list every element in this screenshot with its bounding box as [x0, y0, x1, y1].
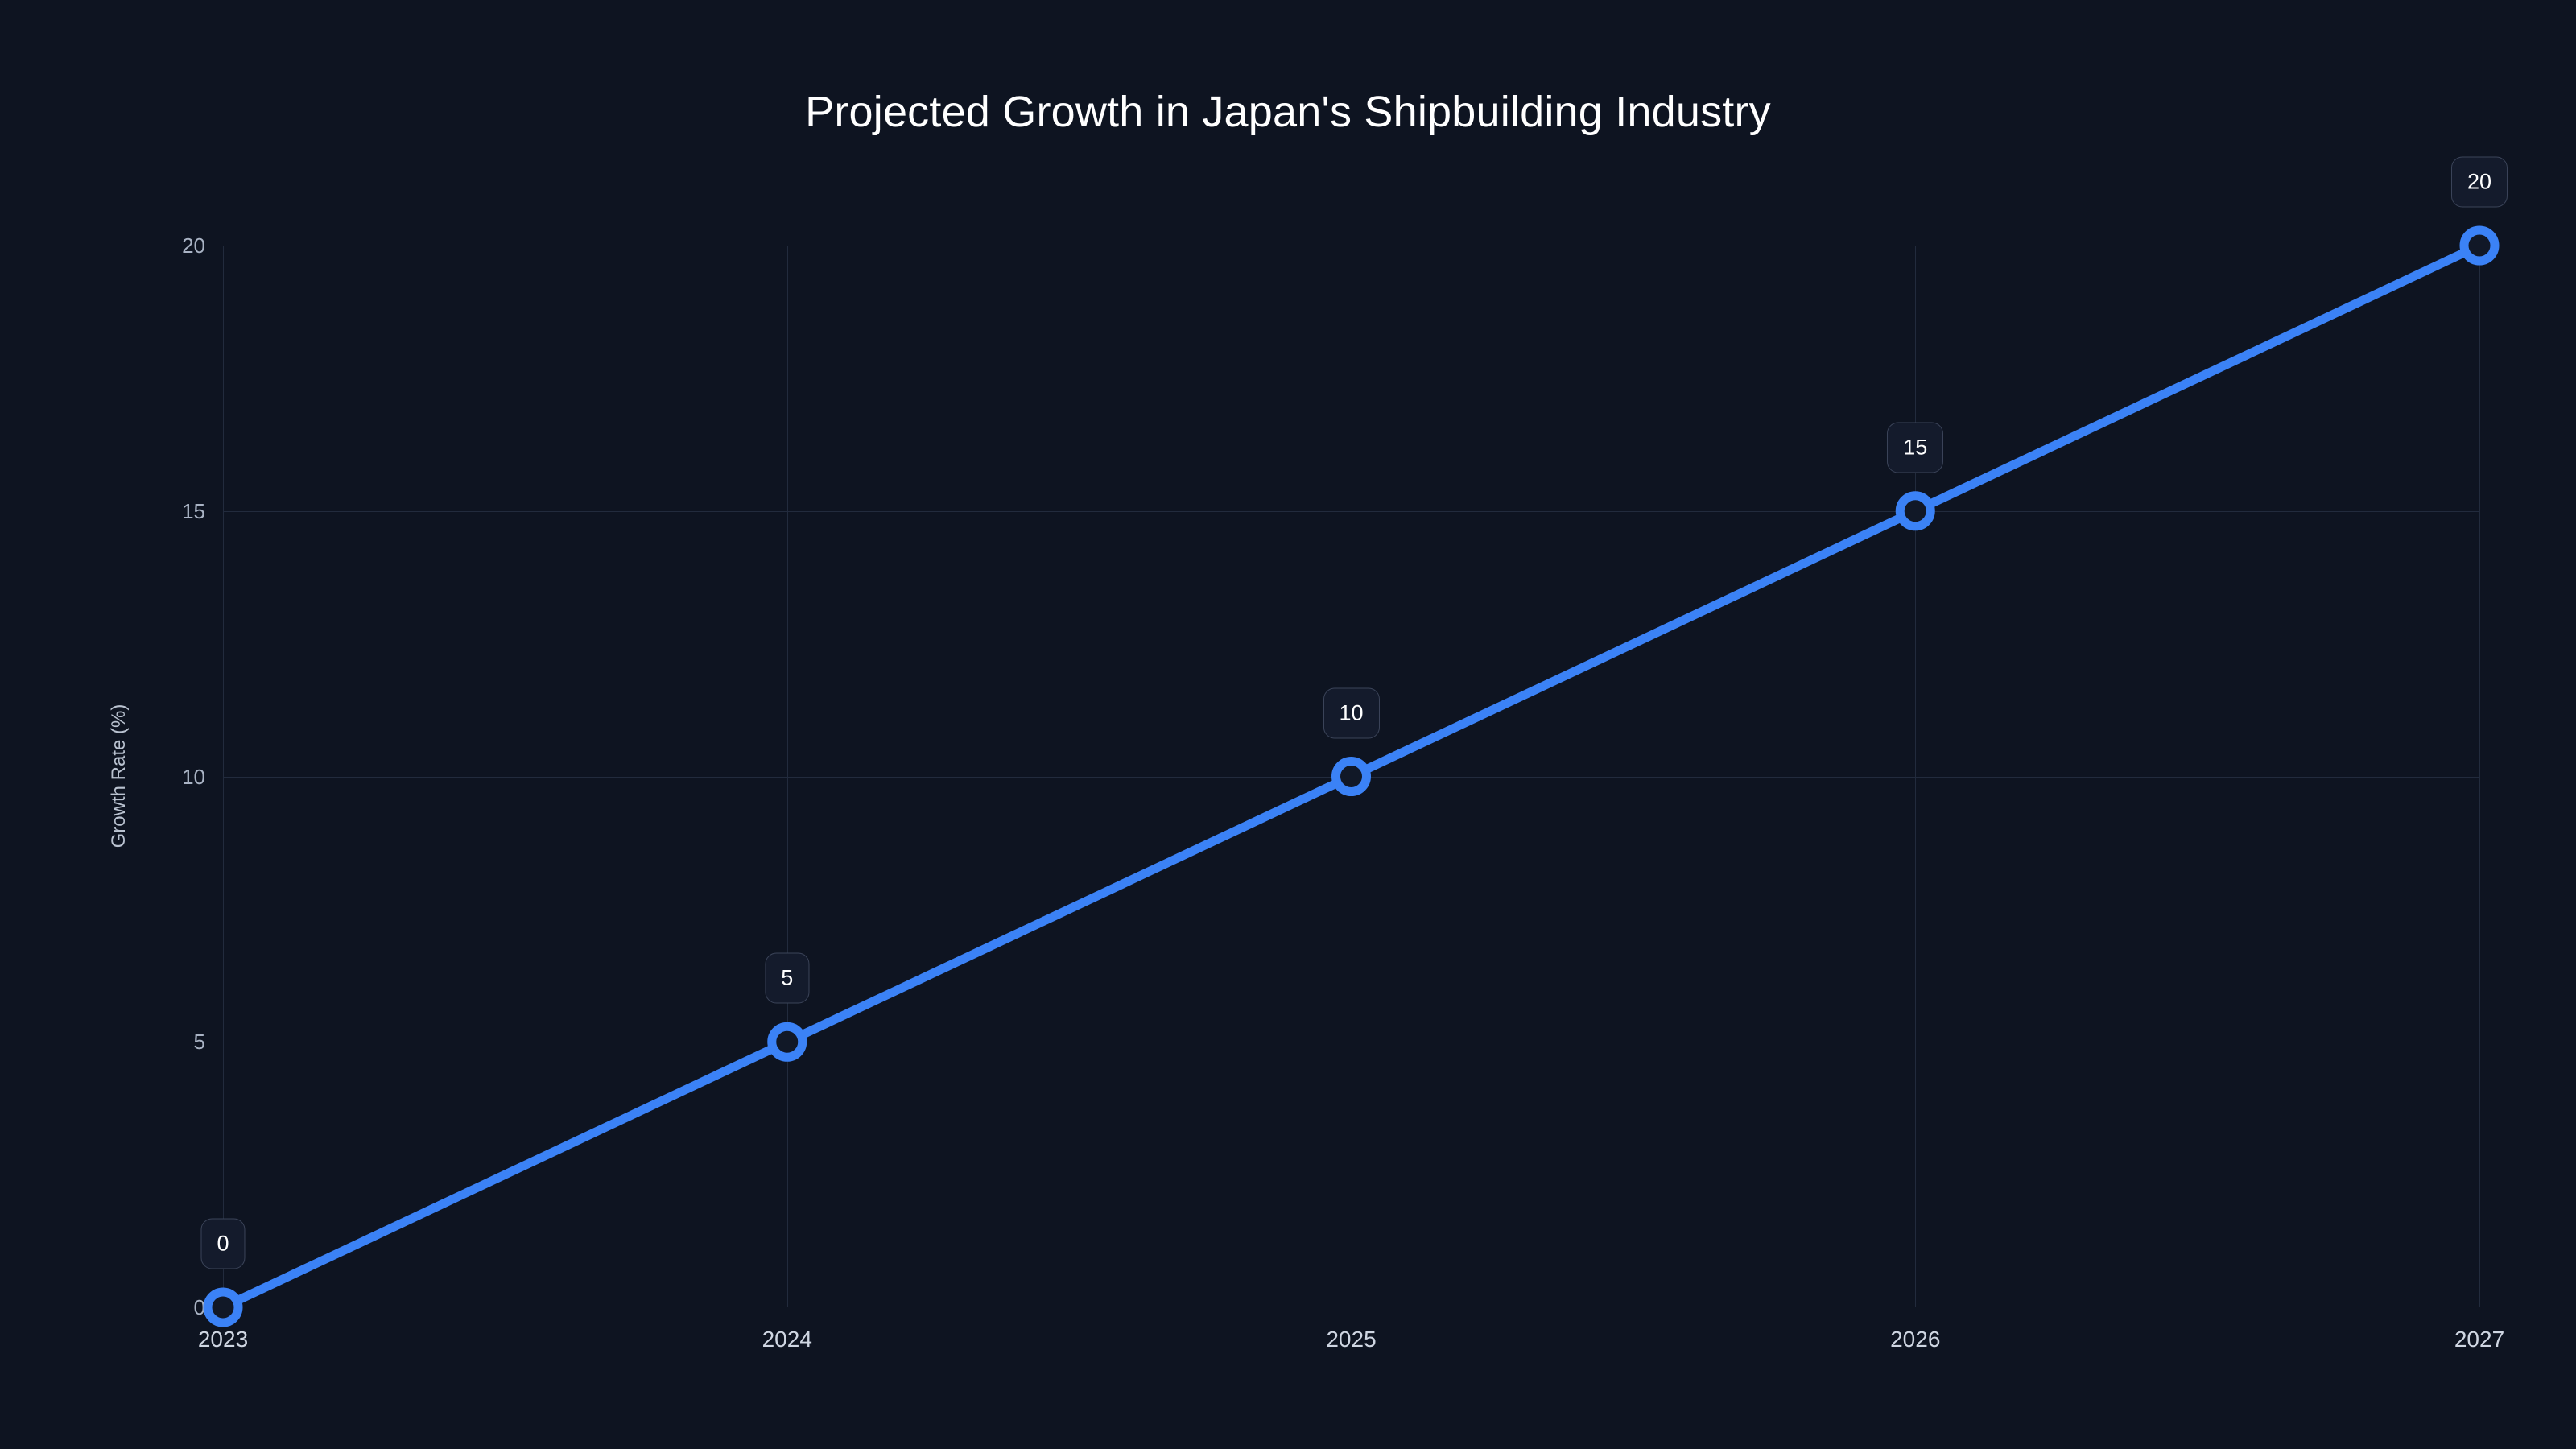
- gridline-x-2027: [2479, 246, 2480, 1307]
- x-tick-label-2023: 2023: [197, 1327, 249, 1352]
- x-tick-label-2027: 2027: [2454, 1327, 2505, 1352]
- x-tick-label-2025: 2025: [1326, 1327, 1377, 1352]
- y-tick-label-5: 5: [193, 1030, 205, 1054]
- gridline-x-2023: [223, 246, 224, 1307]
- x-tick-label-2024: 2024: [762, 1327, 812, 1352]
- plot-area: [223, 246, 2480, 1307]
- data-label-2026: 15: [1887, 422, 1944, 473]
- y-tick-label-10: 10: [182, 765, 205, 789]
- y-tick-label-20: 20: [182, 233, 205, 258]
- gridline-x-2024: [786, 246, 788, 1307]
- data-label-2025: 10: [1323, 687, 1380, 738]
- data-label-2024: 5: [765, 952, 810, 1004]
- gridline-x-2026: [1915, 246, 1917, 1307]
- data-label-2027: 20: [2450, 156, 2508, 208]
- data-label-2023: 0: [200, 1218, 246, 1269]
- y-tick-label-0: 0: [193, 1295, 205, 1319]
- y-tick-label-15: 15: [182, 499, 205, 523]
- x-tick-label-2026: 2026: [1890, 1327, 1941, 1352]
- chart-title: Projected Growth in Japan's Shipbuilding…: [805, 88, 1771, 136]
